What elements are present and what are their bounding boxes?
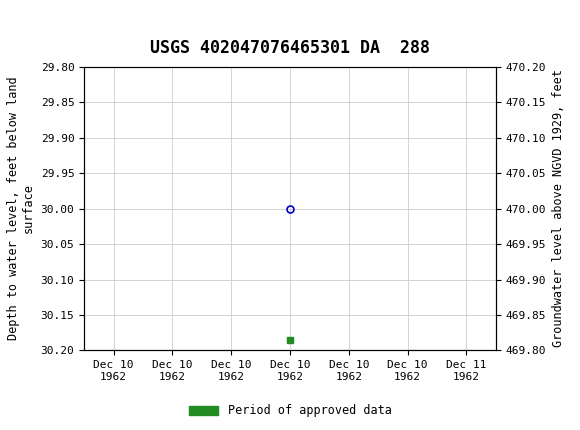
- Text: USGS 402047076465301 DA  288: USGS 402047076465301 DA 288: [150, 39, 430, 57]
- Legend: Period of approved data: Period of approved data: [184, 399, 396, 422]
- Text: USGS: USGS: [31, 12, 69, 25]
- Y-axis label: Depth to water level, feet below land
surface: Depth to water level, feet below land su…: [7, 77, 35, 341]
- Y-axis label: Groundwater level above NGVD 1929, feet: Groundwater level above NGVD 1929, feet: [552, 70, 565, 347]
